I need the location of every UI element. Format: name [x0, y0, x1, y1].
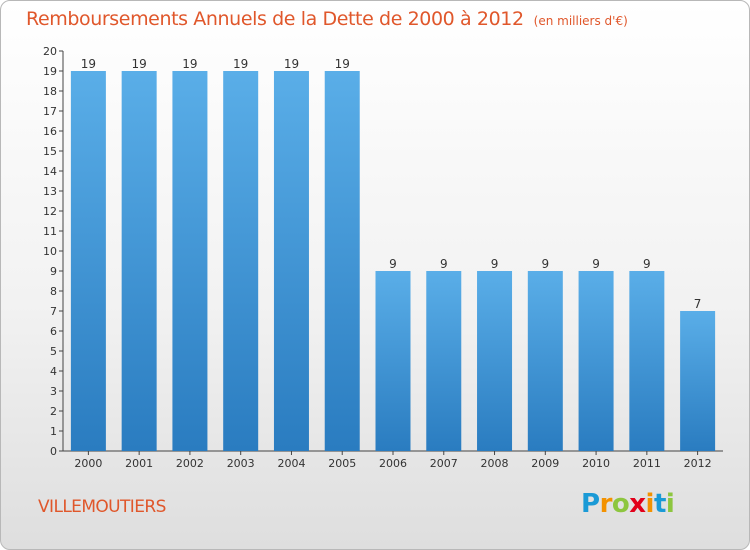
bar-2007 — [426, 271, 462, 451]
data-label: 9 — [389, 257, 397, 271]
bar-2011 — [629, 271, 665, 451]
data-label: 7 — [694, 297, 702, 311]
y-tick-label: 2 — [50, 405, 57, 418]
data-label: 9 — [643, 257, 651, 271]
y-tick-label: 12 — [43, 205, 57, 218]
data-label: 19 — [335, 57, 350, 71]
y-tick-label: 18 — [43, 85, 57, 98]
x-tick-label: 2006 — [379, 457, 407, 470]
bar-2008 — [477, 271, 513, 451]
data-label: 19 — [284, 57, 299, 71]
y-tick-label: 13 — [43, 185, 57, 198]
logo-letter: t — [653, 489, 666, 519]
data-label: 9 — [592, 257, 600, 271]
bar-2001 — [121, 71, 157, 451]
data-label: 19 — [233, 57, 248, 71]
data-label: 9 — [541, 257, 549, 271]
bar-2006 — [375, 271, 411, 451]
y-tick-label: 4 — [50, 365, 57, 378]
y-tick-label: 15 — [43, 145, 57, 158]
chart-title: Remboursements Annuels de la Dette de 20… — [26, 8, 628, 30]
y-tick-label: 10 — [43, 245, 57, 258]
y-tick-label: 6 — [50, 325, 57, 338]
y-tick-label: 19 — [43, 65, 57, 78]
bar-2010 — [578, 271, 614, 451]
x-tick-label: 2009 — [531, 457, 559, 470]
x-tick-label: 2001 — [125, 457, 153, 470]
x-tick-label: 2012 — [684, 457, 712, 470]
bar-2009 — [527, 271, 563, 451]
y-tick-label: 17 — [43, 105, 57, 118]
data-label: 19 — [182, 57, 197, 71]
y-tick-label: 0 — [50, 445, 57, 458]
x-tick-label: 2011 — [633, 457, 661, 470]
x-tick-label: 2000 — [74, 457, 102, 470]
y-tick-label: 20 — [43, 45, 57, 58]
proxiti-logo: Proxiti — [581, 489, 675, 519]
y-tick-label: 5 — [50, 345, 57, 358]
chart-subtitle: (en milliers d'€) — [533, 14, 628, 28]
x-tick-label: 2003 — [227, 457, 255, 470]
x-tick-label: 2004 — [277, 457, 305, 470]
logo-letter: i — [665, 489, 675, 519]
logo-letter: o — [611, 489, 630, 519]
y-tick-label: 1 — [50, 425, 57, 438]
data-label: 9 — [440, 257, 448, 271]
y-tick-label: 8 — [50, 285, 57, 298]
y-tick-label: 14 — [43, 165, 57, 178]
bar-2003 — [223, 71, 259, 451]
x-tick-label: 2007 — [430, 457, 458, 470]
bar-2004 — [273, 71, 309, 451]
bar-2012 — [680, 311, 716, 451]
x-tick-label: 2005 — [328, 457, 356, 470]
x-tick-label: 2010 — [582, 457, 610, 470]
location-name: VILLEMOUTIERS — [38, 497, 166, 517]
bar-2005 — [324, 71, 360, 451]
bar-2000 — [70, 71, 106, 451]
y-tick-label: 16 — [43, 125, 57, 138]
y-tick-label: 7 — [50, 305, 57, 318]
data-label: 9 — [491, 257, 499, 271]
bar-2002 — [172, 71, 208, 451]
y-tick-label: 3 — [50, 385, 57, 398]
data-label: 19 — [132, 57, 147, 71]
logo-letter: x — [629, 489, 646, 519]
y-tick-label: 9 — [50, 265, 57, 278]
x-tick-label: 2008 — [481, 457, 509, 470]
logo-letter: P — [581, 489, 600, 519]
y-tick-label: 11 — [43, 225, 57, 238]
logo-letter: r — [599, 489, 613, 519]
chart-title-text: Remboursements Annuels de la Dette de 20… — [26, 8, 524, 30]
x-tick-label: 2002 — [176, 457, 204, 470]
data-label: 19 — [81, 57, 96, 71]
logo-letter: i — [645, 489, 655, 519]
